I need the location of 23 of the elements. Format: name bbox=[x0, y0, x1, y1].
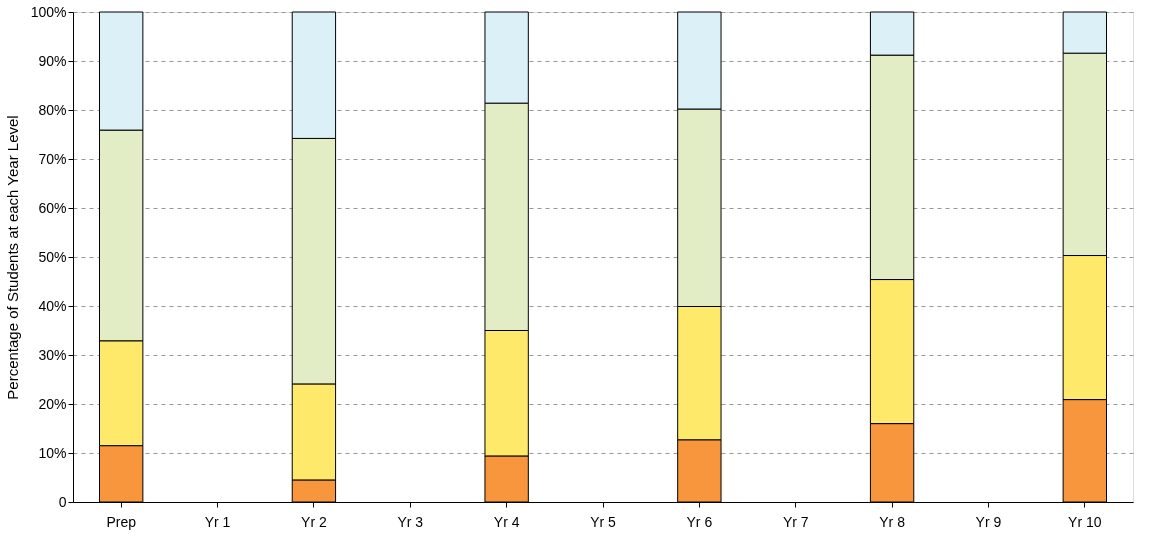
y-tick-label: 40% bbox=[38, 297, 67, 314]
x-tick-label: Yr 9 bbox=[975, 513, 1002, 530]
x-tick-label: Yr 4 bbox=[493, 513, 520, 530]
x-tick-label: Prep bbox=[106, 513, 137, 530]
x-tick-label: Yr 7 bbox=[782, 513, 809, 530]
y-tick-label: 50% bbox=[38, 248, 67, 265]
x-tick-label: Yr 3 bbox=[397, 513, 424, 530]
y-tick-label: 70% bbox=[38, 150, 67, 167]
x-tick-label: Yr 1 bbox=[204, 513, 231, 530]
y-tick-label: 0 bbox=[58, 493, 67, 510]
y-tick-label: 60% bbox=[38, 199, 67, 216]
y-tick-label: 80% bbox=[38, 101, 67, 118]
y-axis-title: Percentage of Students at each Year Level bbox=[3, 115, 21, 400]
y-tick-label: 30% bbox=[38, 346, 67, 363]
x-tick-label: Yr 5 bbox=[590, 513, 617, 530]
x-tick-label: Yr 8 bbox=[879, 513, 906, 530]
x-tick-label: Yr 6 bbox=[686, 513, 713, 530]
x-tick-label: Yr 2 bbox=[301, 513, 327, 530]
y-tick-label: 20% bbox=[38, 395, 67, 412]
y-tick-label: 90% bbox=[38, 52, 67, 69]
x-tick-label: Yr 10 bbox=[1068, 513, 1102, 530]
y-tick-label: 100% bbox=[30, 3, 67, 20]
y-tick-label: 10% bbox=[38, 444, 67, 461]
